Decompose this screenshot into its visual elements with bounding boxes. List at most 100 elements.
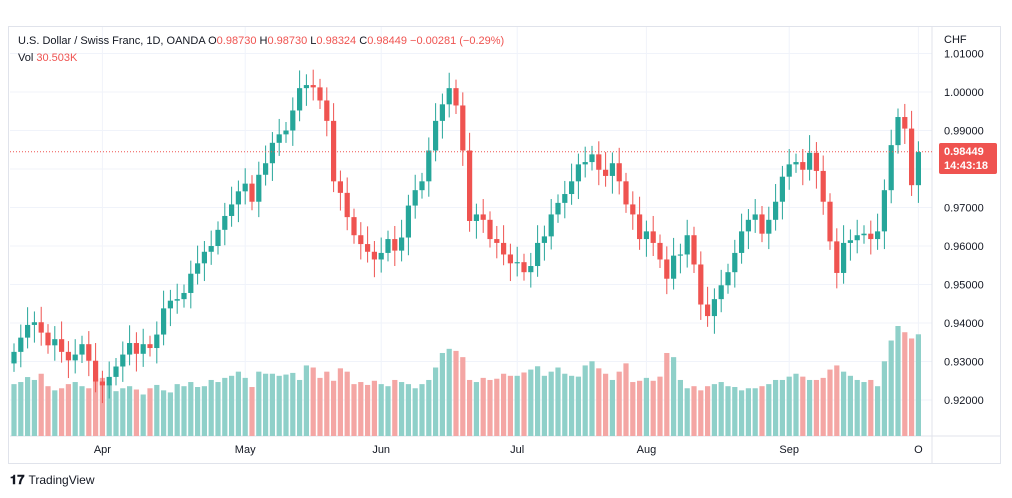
candle-body bbox=[38, 322, 44, 333]
volume-bar bbox=[671, 357, 677, 436]
bar-countdown: 14:43:18 bbox=[944, 160, 989, 172]
candle-body bbox=[460, 105, 466, 151]
volume-bar bbox=[861, 382, 867, 436]
candle-body bbox=[616, 163, 622, 182]
last-price-value: 0.98449 bbox=[944, 146, 984, 158]
volume-bar bbox=[752, 388, 758, 436]
candle-body bbox=[181, 292, 187, 300]
candle-body bbox=[603, 169, 609, 176]
volume-bar bbox=[331, 380, 337, 436]
volume-bar bbox=[222, 377, 228, 436]
candle-body bbox=[705, 304, 711, 317]
x-tick-label: O bbox=[914, 444, 923, 456]
volume-bar bbox=[616, 371, 622, 436]
candle-body bbox=[303, 85, 309, 89]
volume-bar bbox=[154, 384, 160, 436]
x-tick-label: Apr bbox=[94, 444, 111, 456]
volume-bar bbox=[841, 371, 847, 436]
volume-bar bbox=[528, 369, 534, 436]
volume-bar bbox=[555, 367, 561, 436]
x-tick-label: Jun bbox=[372, 444, 390, 456]
volume-bar bbox=[582, 365, 588, 436]
volume-bar bbox=[589, 361, 595, 436]
volume-bar bbox=[419, 384, 425, 436]
candle-body bbox=[297, 88, 303, 111]
candle-body bbox=[31, 322, 37, 325]
candle-body bbox=[507, 254, 513, 264]
volume-bar bbox=[337, 368, 343, 436]
volume-bar bbox=[732, 387, 738, 436]
volume-bar bbox=[739, 390, 745, 436]
volume-bar bbox=[93, 378, 99, 436]
ohlc-legend: U.S. Dollar / Swiss Franc, 1D, OANDA O0.… bbox=[18, 35, 504, 47]
volume-legend: Vol 30.503K bbox=[18, 52, 77, 64]
candle-body bbox=[378, 252, 384, 260]
candle-body bbox=[562, 194, 568, 203]
last-price-tag: 0.98449 14:43:18 bbox=[939, 143, 997, 174]
volume-bar bbox=[242, 377, 248, 436]
volume-bar bbox=[827, 369, 833, 436]
candle-body bbox=[167, 300, 173, 309]
candle-body bbox=[888, 145, 894, 191]
candle-body bbox=[909, 128, 915, 186]
chart-frame[interactable] bbox=[8, 26, 1001, 464]
candle-body bbox=[229, 204, 235, 216]
candle-body bbox=[283, 130, 289, 135]
candle-body bbox=[133, 343, 139, 354]
volume-bar bbox=[766, 384, 772, 436]
candle-body bbox=[759, 214, 765, 234]
candle-body bbox=[174, 299, 180, 301]
y-tick-label: 0.96000 bbox=[944, 241, 984, 253]
candle-body bbox=[161, 308, 167, 335]
candle-body bbox=[745, 219, 751, 232]
candle-body bbox=[86, 344, 92, 361]
candle-body bbox=[739, 231, 745, 253]
candle-body bbox=[684, 235, 690, 255]
symbol-title[interactable]: U.S. Dollar / Swiss Franc, 1D, OANDA bbox=[18, 35, 206, 47]
candle-body bbox=[11, 351, 17, 364]
candle-body bbox=[331, 120, 337, 182]
candle-body bbox=[569, 181, 575, 195]
x-tick-label: May bbox=[235, 444, 256, 456]
volume-bar bbox=[773, 379, 779, 436]
volume-bar bbox=[344, 371, 350, 436]
volume-bar bbox=[820, 377, 826, 436]
volume-bar bbox=[351, 384, 357, 436]
candle-body bbox=[222, 215, 228, 230]
candle-body bbox=[548, 214, 554, 237]
volume-label[interactable]: Vol bbox=[18, 52, 34, 64]
volume-bar bbox=[405, 384, 411, 436]
candle-body bbox=[18, 337, 24, 352]
candle-body bbox=[779, 176, 785, 202]
candle-body bbox=[915, 152, 921, 186]
volume-bar bbox=[38, 373, 44, 436]
tradingview-brand[interactable]: 𝟏𝟕 TradingView bbox=[10, 472, 95, 488]
candle-body bbox=[385, 239, 391, 253]
candle-body bbox=[596, 154, 602, 170]
volume-bar bbox=[358, 382, 364, 436]
volume-bar bbox=[453, 350, 459, 436]
volume-bar bbox=[487, 379, 493, 436]
volume-bar bbox=[467, 379, 473, 436]
candle-body bbox=[45, 332, 51, 346]
volume-bar bbox=[868, 379, 874, 436]
candle-body bbox=[337, 181, 343, 193]
candle-body bbox=[201, 251, 207, 264]
volume-bar bbox=[195, 387, 201, 436]
candle-body bbox=[235, 191, 241, 205]
close-label: C bbox=[359, 35, 368, 47]
candle-body bbox=[249, 183, 255, 202]
x-tick-label: Aug bbox=[637, 444, 657, 456]
volume-bar bbox=[167, 392, 173, 436]
volume-bar bbox=[813, 379, 819, 436]
candle-body bbox=[575, 164, 581, 182]
candle-body bbox=[188, 273, 194, 293]
candle-body bbox=[310, 85, 316, 88]
candle-body bbox=[589, 154, 595, 163]
candle-body bbox=[419, 181, 425, 191]
volume-bar bbox=[888, 340, 894, 436]
candle-body bbox=[643, 231, 649, 240]
volume-bar bbox=[691, 386, 697, 436]
open-value: 0.98730 bbox=[216, 35, 257, 47]
